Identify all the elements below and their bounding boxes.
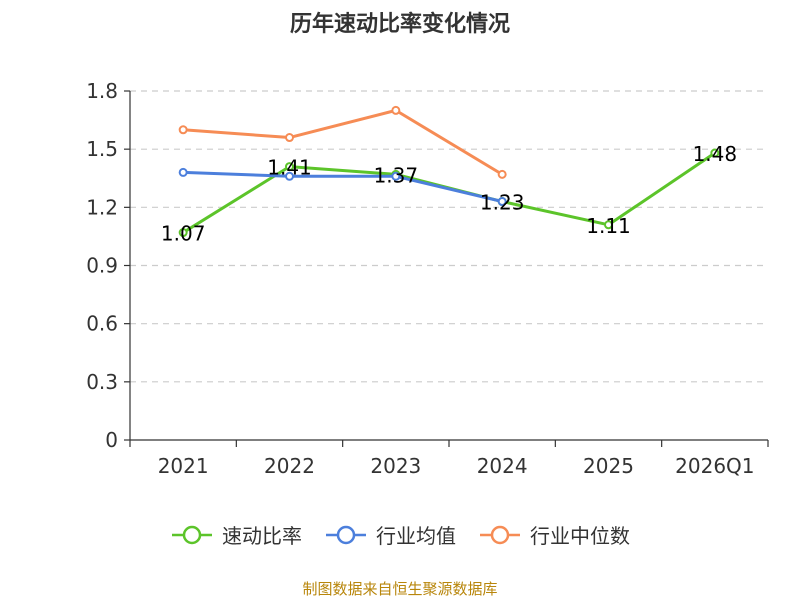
legend-swatch (172, 525, 212, 544)
x-tick-label: 2026Q1 (675, 454, 754, 478)
legend-item[interactable]: 行业均值 (324, 520, 456, 549)
x-tick-label: 2022 (264, 454, 315, 478)
legend-item[interactable]: 速动比率 (170, 520, 302, 549)
grid-lines (130, 90, 768, 383)
x-tick-label: 2023 (370, 454, 421, 478)
legend-label: 行业均值 (376, 524, 456, 548)
data-point (178, 167, 188, 177)
x-tick-label: 2024 (477, 454, 528, 478)
legend-swatch (326, 525, 366, 544)
y-tick-label: 0 (105, 428, 118, 452)
data-point (497, 169, 507, 179)
x-tick-label: 2021 (158, 454, 209, 478)
y-tick-label: 0.9 (86, 254, 118, 278)
legend-label: 速动比率 (222, 524, 302, 548)
data-label: 1.48 (693, 142, 738, 166)
legend-swatch (480, 525, 520, 544)
data-point (391, 105, 401, 115)
legend: 速动比率 行业均值 行业中位数 (0, 520, 800, 549)
data-point (391, 171, 401, 181)
data-point (604, 220, 613, 230)
chart-title: 历年速动比率变化情况 (289, 12, 510, 37)
series-line-0 (182, 151, 716, 234)
series-line-2 (183, 108, 503, 176)
data-point (285, 162, 294, 172)
y-tick-label: 1.8 (86, 79, 118, 103)
x-tick-label: 2025 (583, 454, 634, 478)
data-point (285, 171, 294, 181)
data-point (497, 197, 507, 207)
series-line-1 (183, 170, 503, 203)
source-note: 制图数据来自恒生聚源数据库 (302, 580, 498, 598)
y-tick-label: 1.2 (86, 195, 118, 219)
data-label: 1.07 (161, 222, 206, 246)
y-tick-label: 0.6 (86, 312, 118, 336)
data-label: 1.11 (586, 214, 631, 238)
series-lines (178, 105, 720, 238)
data-labels: 1.07 1.41 1.37 1.23 1.11 1.48 (161, 142, 737, 245)
y-tick-label: 1.5 (86, 137, 118, 161)
y-tick-label: 0.3 (86, 370, 118, 394)
data-label: 1.37 (374, 163, 419, 187)
legend-label: 行业中位数 (530, 524, 630, 548)
data-point (710, 148, 720, 158)
data-label: 1.41 (267, 156, 312, 180)
axes: 0 0.3 0.6 0.9 1.2 1.5 1.8 2021 2022 2023 2024 2025 2… (86, 79, 769, 478)
data-point (178, 228, 188, 238)
legend-item[interactable]: 行业中位数 (478, 520, 630, 549)
data-point (178, 125, 188, 135)
data-label: 1.23 (480, 191, 525, 215)
data-point (285, 133, 294, 143)
